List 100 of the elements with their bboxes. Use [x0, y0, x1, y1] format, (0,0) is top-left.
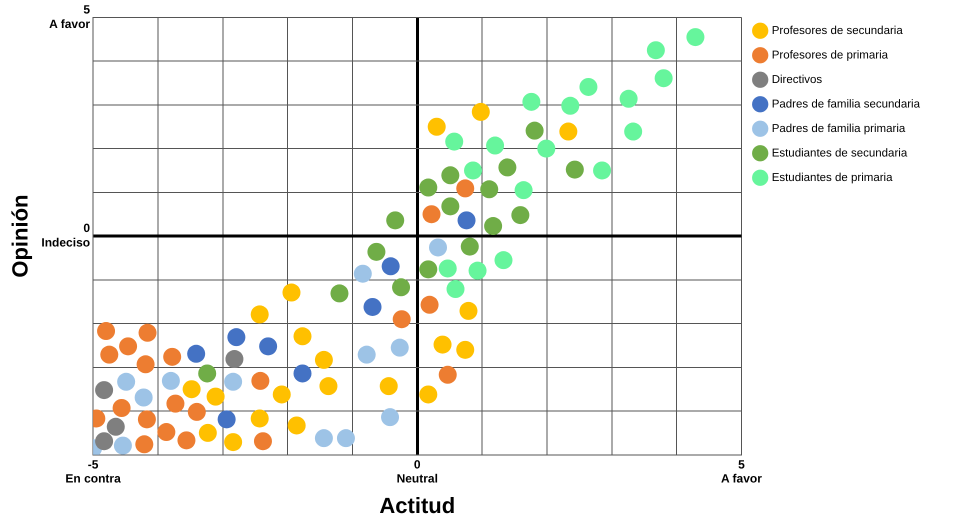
- point: [428, 118, 446, 136]
- point: [206, 388, 225, 406]
- point: [458, 211, 476, 230]
- point: [438, 259, 457, 278]
- point: [419, 385, 438, 404]
- point: [314, 350, 333, 369]
- point: [364, 298, 382, 316]
- y-tick-label: 0 Indeciso: [41, 221, 90, 250]
- point: [386, 211, 404, 230]
- point: [135, 435, 154, 454]
- x-tick-label: 0 Neutral: [396, 457, 438, 486]
- point: [182, 380, 201, 398]
- point: [514, 181, 533, 200]
- point: [419, 178, 438, 197]
- point: [511, 206, 530, 224]
- point: [112, 399, 131, 417]
- x-tick-label: -5 En contra: [65, 457, 122, 486]
- point: [381, 408, 400, 426]
- point: [187, 344, 206, 363]
- y-axis-title: Opinión: [7, 194, 32, 278]
- point: [198, 364, 216, 382]
- x-tick-label: 5 A favor: [720, 457, 762, 486]
- legend-label: Padres de familia secundaria: [772, 98, 921, 110]
- point: [654, 69, 673, 88]
- point: [95, 381, 114, 400]
- point: [97, 322, 116, 340]
- point: [254, 432, 272, 450]
- point: [392, 278, 410, 296]
- point: [294, 327, 312, 346]
- point: [480, 180, 498, 198]
- point: [420, 296, 439, 314]
- point: [224, 372, 242, 391]
- point: [484, 217, 502, 236]
- point: [579, 78, 598, 96]
- legend-label: Estudiantes de primaria: [772, 172, 894, 184]
- point: [686, 28, 704, 46]
- legend-label: Profesores de primaria: [772, 49, 889, 62]
- point: [250, 409, 269, 428]
- point: [367, 242, 386, 261]
- point: [294, 364, 312, 382]
- point: [136, 355, 155, 374]
- point: [464, 161, 482, 180]
- point: [561, 96, 580, 115]
- point: [225, 350, 244, 368]
- point: [134, 388, 153, 406]
- point: [456, 340, 474, 359]
- point: [441, 197, 460, 216]
- point: [358, 346, 376, 364]
- point: [336, 429, 355, 448]
- point: [526, 122, 544, 140]
- point: [646, 41, 665, 60]
- point: [218, 410, 236, 428]
- point: [188, 402, 206, 421]
- x-axis-title: Actitud: [379, 492, 456, 518]
- point: [162, 372, 180, 390]
- point: [163, 348, 182, 366]
- point: [445, 132, 464, 151]
- point: [468, 262, 487, 280]
- point: [119, 337, 138, 356]
- point: [446, 280, 465, 298]
- point: [434, 336, 452, 354]
- point: [259, 337, 278, 356]
- point: [593, 161, 612, 180]
- point: [537, 140, 556, 158]
- point: [429, 238, 448, 256]
- point: [319, 377, 338, 396]
- point: [494, 251, 512, 270]
- point: [166, 394, 184, 413]
- legend-label: Profesores de secundaria: [772, 24, 904, 37]
- point: [382, 257, 400, 276]
- point: [330, 284, 348, 302]
- point: [441, 166, 460, 184]
- point: [522, 92, 540, 111]
- legend-label: Padres de familia primaria: [772, 122, 906, 135]
- point: [114, 436, 132, 455]
- point: [138, 410, 156, 428]
- point: [288, 416, 306, 434]
- point: [380, 377, 398, 396]
- point: [251, 372, 270, 390]
- point: [419, 260, 438, 278]
- point: [282, 284, 300, 302]
- point: [472, 102, 490, 121]
- point: [138, 324, 157, 342]
- point: [224, 433, 242, 452]
- point: [157, 423, 176, 442]
- point: [486, 136, 504, 155]
- point: [624, 122, 642, 141]
- point: [392, 310, 411, 328]
- point: [354, 264, 372, 283]
- point: [314, 429, 333, 448]
- point: [566, 160, 584, 179]
- point: [177, 431, 196, 450]
- point: [438, 366, 457, 384]
- legend-label: Estudiantes de secundaria: [772, 147, 908, 160]
- legend-label: Directivos: [772, 74, 822, 86]
- point: [456, 179, 474, 198]
- point: [272, 385, 291, 404]
- point: [198, 424, 217, 442]
- point: [459, 302, 478, 320]
- point: [390, 338, 409, 357]
